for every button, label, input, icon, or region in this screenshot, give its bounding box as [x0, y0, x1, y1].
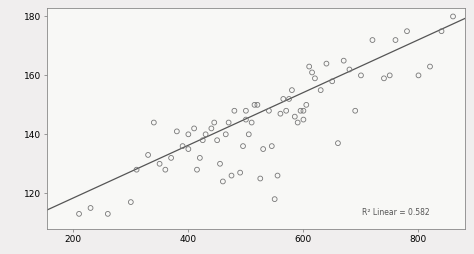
Point: [300, 109, 307, 113]
Point: [179, 144, 186, 148]
Point: [199, 138, 207, 142]
Point: [248, 120, 255, 124]
Point: [225, 120, 232, 124]
Point: [317, 88, 325, 92]
Point: [334, 141, 342, 145]
Point: [210, 120, 218, 124]
Point: [283, 109, 290, 113]
Point: [357, 73, 365, 77]
Point: [162, 168, 169, 172]
Point: [288, 88, 296, 92]
Point: [346, 68, 353, 72]
Point: [392, 38, 399, 42]
Point: [228, 173, 235, 178]
Point: [133, 168, 140, 172]
Point: [196, 156, 204, 160]
Point: [323, 61, 330, 66]
Point: [144, 153, 152, 157]
Point: [242, 118, 250, 122]
Point: [75, 212, 83, 216]
Point: [403, 29, 411, 33]
Point: [268, 144, 275, 148]
Point: [438, 29, 445, 33]
Point: [415, 73, 422, 77]
Point: [277, 112, 284, 116]
Point: [193, 168, 201, 172]
Point: [191, 126, 198, 131]
Point: [271, 197, 278, 201]
Point: [213, 138, 221, 142]
Point: [245, 132, 253, 136]
Point: [222, 132, 229, 136]
Point: [216, 162, 224, 166]
Point: [340, 59, 347, 63]
Point: [449, 14, 457, 19]
Point: [305, 65, 313, 69]
Point: [265, 109, 273, 113]
Point: [219, 179, 227, 183]
Point: [184, 147, 192, 151]
Point: [150, 120, 158, 124]
Point: [173, 129, 181, 133]
Point: [87, 206, 94, 210]
Point: [127, 200, 135, 204]
Point: [208, 126, 215, 131]
Point: [230, 109, 238, 113]
Point: [300, 118, 307, 122]
Point: [302, 103, 310, 107]
Point: [242, 109, 250, 113]
Point: [156, 162, 164, 166]
Text: R² Linear = 0.582: R² Linear = 0.582: [363, 208, 430, 217]
Point: [104, 212, 111, 216]
Point: [351, 109, 359, 113]
Point: [274, 173, 282, 178]
Point: [259, 147, 267, 151]
Point: [256, 177, 264, 181]
Point: [254, 103, 261, 107]
Point: [386, 73, 393, 77]
Point: [297, 109, 304, 113]
Point: [380, 76, 388, 80]
Point: [328, 79, 336, 83]
Point: [308, 70, 316, 74]
Point: [167, 156, 175, 160]
Point: [239, 144, 247, 148]
Point: [280, 97, 287, 101]
Point: [237, 171, 244, 175]
Point: [285, 97, 293, 101]
Point: [184, 132, 192, 136]
Point: [426, 65, 434, 69]
Point: [202, 132, 210, 136]
Point: [311, 76, 319, 80]
Point: [291, 115, 299, 119]
Point: [369, 38, 376, 42]
Point: [294, 120, 301, 124]
Point: [251, 103, 258, 107]
